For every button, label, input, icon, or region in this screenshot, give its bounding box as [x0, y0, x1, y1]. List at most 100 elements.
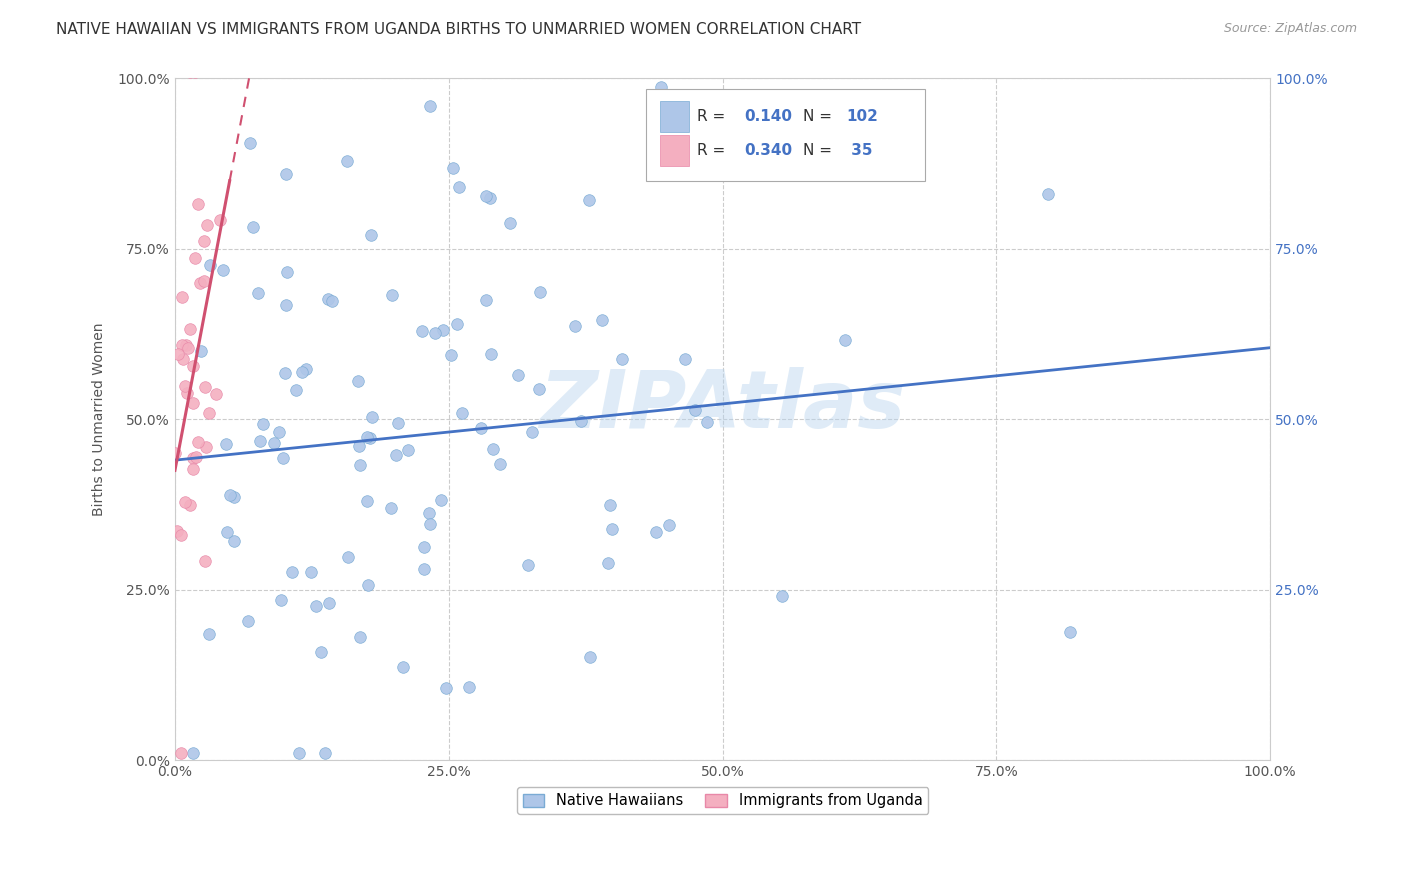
Point: [413, 540, 436, 554]
FancyBboxPatch shape: [661, 135, 689, 167]
Point: [184, 450, 207, 464]
Point: [219, 488, 242, 502]
Point: [288, 746, 311, 760]
Point: [451, 406, 474, 420]
Point: [683, 402, 706, 417]
Point: [211, 262, 233, 277]
Point: [263, 436, 285, 450]
Point: [432, 323, 454, 337]
Text: N =: N =: [803, 144, 837, 158]
Point: [274, 298, 297, 312]
Point: [274, 366, 297, 380]
Text: R =: R =: [697, 144, 731, 158]
Point: [600, 522, 623, 536]
Point: [193, 274, 215, 288]
Point: [179, 322, 201, 336]
Point: [242, 219, 264, 234]
Point: [249, 434, 271, 449]
Point: [380, 501, 402, 516]
Point: [187, 197, 209, 211]
Point: [205, 387, 228, 401]
Point: [439, 348, 461, 362]
Point: [361, 410, 384, 425]
Point: [197, 406, 219, 420]
Point: [314, 746, 336, 760]
Point: [274, 167, 297, 181]
Point: [197, 627, 219, 641]
Point: [179, 64, 201, 78]
Point: [177, 341, 200, 355]
Point: [423, 326, 446, 340]
Point: [458, 680, 481, 694]
Point: [481, 442, 503, 456]
Point: [696, 415, 718, 429]
Point: [181, 746, 204, 760]
Point: [294, 362, 316, 376]
Point: [396, 442, 419, 457]
Y-axis label: Births to Unmarried Women: Births to Unmarried Women: [93, 323, 107, 516]
Text: 102: 102: [846, 109, 879, 124]
Point: [591, 312, 613, 326]
Point: [215, 437, 238, 451]
Point: [385, 448, 408, 462]
Point: [520, 425, 543, 439]
Text: ZIPAtlas: ZIPAtlas: [540, 367, 905, 444]
Point: [198, 258, 221, 272]
Point: [167, 347, 190, 361]
Point: [181, 451, 204, 466]
Legend: Native Hawaiians, Immigrants from Uganda: Native Hawaiians, Immigrants from Uganda: [517, 788, 928, 814]
Point: [311, 645, 333, 659]
Point: [181, 395, 204, 409]
Point: [188, 276, 211, 290]
Point: [174, 338, 197, 352]
Point: [418, 506, 440, 520]
Point: [170, 289, 193, 303]
Point: [193, 234, 215, 248]
Point: [276, 265, 298, 279]
Point: [172, 351, 194, 366]
Point: [347, 439, 370, 453]
Point: [252, 417, 274, 431]
Point: [419, 516, 441, 531]
Point: [174, 494, 197, 508]
Point: [247, 285, 270, 300]
Point: [479, 347, 502, 361]
Point: [236, 615, 259, 629]
Point: [165, 446, 187, 460]
Point: [356, 430, 378, 444]
Point: [170, 528, 193, 542]
Point: [337, 550, 360, 565]
Text: 0.340: 0.340: [745, 144, 793, 158]
Point: [195, 440, 218, 454]
Point: [650, 80, 672, 95]
Point: [770, 589, 793, 603]
Point: [579, 649, 602, 664]
Point: [270, 592, 292, 607]
Text: R =: R =: [697, 109, 731, 124]
Point: [475, 293, 498, 307]
Point: [1059, 624, 1081, 639]
Point: [447, 179, 470, 194]
Point: [599, 499, 621, 513]
Point: [658, 518, 681, 533]
Point: [479, 191, 502, 205]
Point: [239, 136, 262, 151]
Point: [434, 681, 457, 695]
Point: [349, 458, 371, 472]
Text: Source: ZipAtlas.com: Source: ZipAtlas.com: [1223, 22, 1357, 36]
Point: [470, 421, 492, 435]
Point: [411, 324, 433, 338]
Point: [446, 317, 468, 331]
Text: 35: 35: [846, 144, 873, 158]
Point: [280, 565, 302, 579]
Point: [179, 499, 201, 513]
Point: [194, 379, 217, 393]
Point: [208, 213, 231, 227]
Point: [222, 533, 245, 548]
Point: [569, 414, 592, 428]
Text: NATIVE HAWAIIAN VS IMMIGRANTS FROM UGANDA BIRTHS TO UNMARRIED WOMEN CORRELATION : NATIVE HAWAIIAN VS IMMIGRANTS FROM UGAND…: [56, 22, 862, 37]
Point: [187, 435, 209, 450]
Point: [170, 746, 193, 760]
Point: [305, 599, 328, 613]
Point: [1036, 186, 1059, 201]
